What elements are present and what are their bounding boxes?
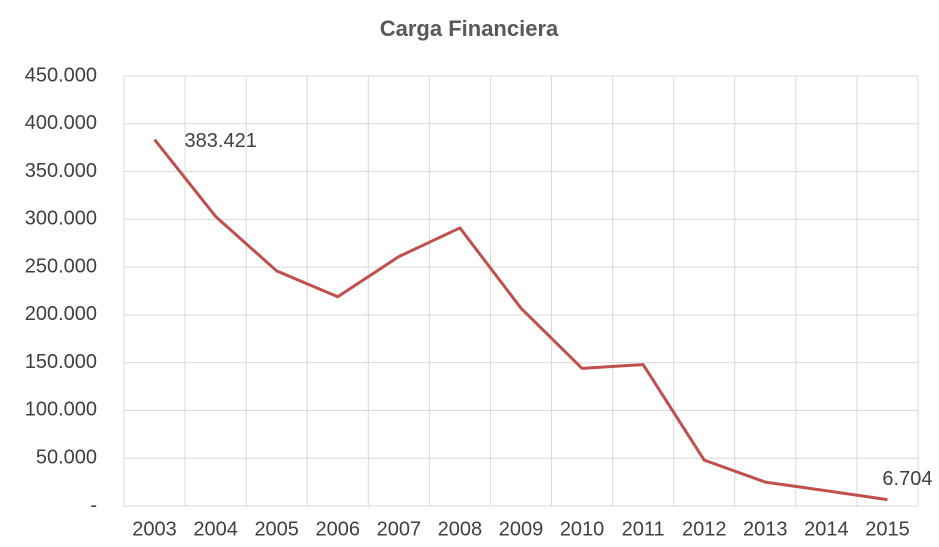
data-label: 6.704 — [882, 468, 932, 490]
x-tick-label: 2011 — [622, 518, 665, 540]
chart-title: Carga Financiera — [380, 16, 559, 41]
y-tick-label: 300.000 — [25, 208, 97, 230]
y-tick-label: 450.000 — [25, 64, 97, 86]
y-tick-label: - — [90, 494, 97, 516]
x-tick-label: 2008 — [438, 518, 483, 540]
y-tick-label: 150.000 — [25, 351, 97, 373]
x-tick-label: 2013 — [743, 518, 788, 540]
x-tick-label: 2003 — [132, 518, 177, 540]
y-tick-label: 400.000 — [25, 112, 97, 134]
y-tick-label: 250.000 — [25, 255, 97, 277]
data-label: 383.421 — [185, 130, 257, 152]
x-tick-label: 2006 — [316, 518, 361, 540]
x-tick-label: 2009 — [499, 518, 544, 540]
y-tick-label: 350.000 — [25, 160, 97, 182]
x-tick-label: 2015 — [865, 518, 910, 540]
line — [153, 138, 888, 502]
x-tick-label: 2010 — [560, 518, 605, 540]
x-tick-label: 2012 — [682, 518, 727, 540]
y-tick-label: 50.000 — [36, 447, 97, 469]
y-tick-label: 100.000 — [25, 399, 97, 421]
x-tick-label: 2005 — [254, 518, 299, 540]
x-tick-label: 2014 — [804, 518, 849, 540]
x-tick-label: 2004 — [193, 518, 238, 540]
x-tick-label: 2007 — [377, 518, 422, 540]
y-tick-label: 200.000 — [25, 303, 97, 325]
